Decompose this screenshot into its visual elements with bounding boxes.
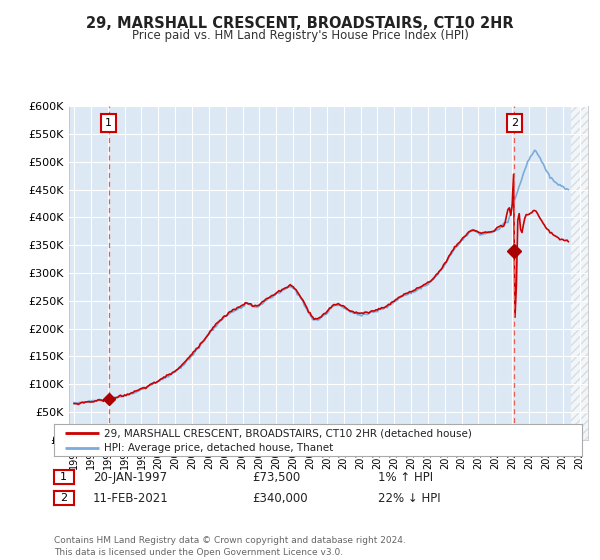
Text: 22% ↓ HPI: 22% ↓ HPI <box>378 492 440 505</box>
Text: 1% ↑ HPI: 1% ↑ HPI <box>378 470 433 484</box>
Text: Price paid vs. HM Land Registry's House Price Index (HPI): Price paid vs. HM Land Registry's House … <box>131 29 469 42</box>
Text: 29, MARSHALL CRESCENT, BROADSTAIRS, CT10 2HR: 29, MARSHALL CRESCENT, BROADSTAIRS, CT10… <box>86 16 514 31</box>
Text: 2: 2 <box>511 118 518 128</box>
Text: £73,500: £73,500 <box>252 470 300 484</box>
Text: 29, MARSHALL CRESCENT, BROADSTAIRS, CT10 2HR (detached house): 29, MARSHALL CRESCENT, BROADSTAIRS, CT10… <box>104 428 472 438</box>
Text: £340,000: £340,000 <box>252 492 308 505</box>
Text: 1: 1 <box>105 118 112 128</box>
Text: Contains HM Land Registry data © Crown copyright and database right 2024.
This d: Contains HM Land Registry data © Crown c… <box>54 536 406 557</box>
Text: 11-FEB-2021: 11-FEB-2021 <box>93 492 169 505</box>
Text: 1: 1 <box>60 472 67 482</box>
Text: HPI: Average price, detached house, Thanet: HPI: Average price, detached house, Than… <box>104 444 334 453</box>
Text: 20-JAN-1997: 20-JAN-1997 <box>93 470 167 484</box>
Text: 2: 2 <box>60 493 67 503</box>
